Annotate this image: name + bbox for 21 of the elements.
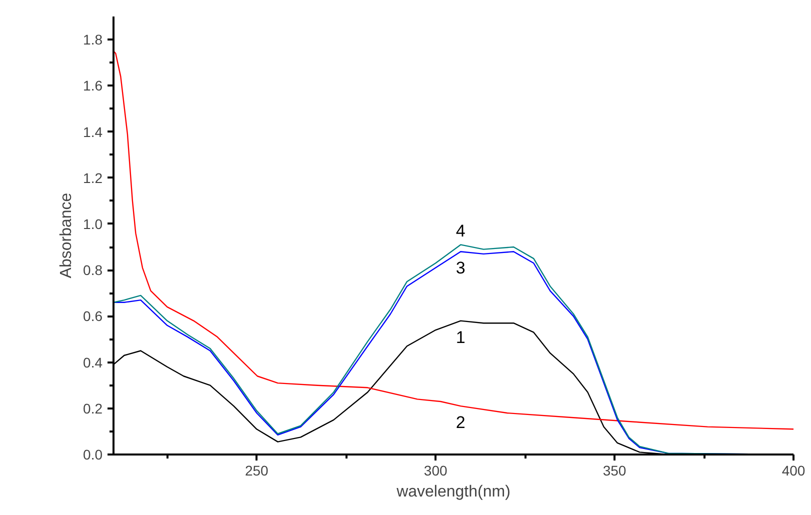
series-label: 1 — [456, 328, 466, 347]
series-label: 2 — [456, 413, 466, 432]
x-tick-label: 400 — [782, 462, 806, 478]
y-axis-title: Absorbance — [58, 192, 76, 278]
y-tick-label: 1.0 — [83, 216, 103, 232]
series-label: 3 — [456, 258, 466, 278]
x-axis-title: wavelength(nm) — [396, 484, 510, 500]
y-tick-label: 0.6 — [83, 308, 103, 324]
x-tick-label: 350 — [602, 462, 626, 478]
y-tick-label: 0.2 — [83, 400, 103, 416]
y-tick-label: 0.4 — [83, 354, 103, 370]
y-tick-label: 0.0 — [83, 446, 103, 462]
line-series — [114, 50, 794, 430]
y-tick-label: 1.6 — [83, 78, 103, 94]
x-tick-label: 300 — [424, 462, 448, 478]
y-tick-label: 1.2 — [83, 170, 103, 186]
y-tick-label: 1.8 — [83, 32, 103, 48]
x-tick-label: 250 — [244, 462, 269, 478]
series-label: 4 — [456, 222, 466, 241]
y-tick-label: 0.8 — [83, 262, 103, 278]
y-tick-label: 1.4 — [83, 124, 103, 140]
